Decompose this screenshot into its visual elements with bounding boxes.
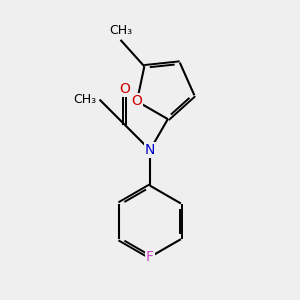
- Text: O: O: [119, 82, 130, 96]
- Text: O: O: [131, 94, 142, 108]
- Text: N: N: [145, 143, 155, 157]
- Text: CH₃: CH₃: [74, 93, 97, 106]
- Text: CH₃: CH₃: [109, 24, 132, 37]
- Text: F: F: [146, 250, 154, 264]
